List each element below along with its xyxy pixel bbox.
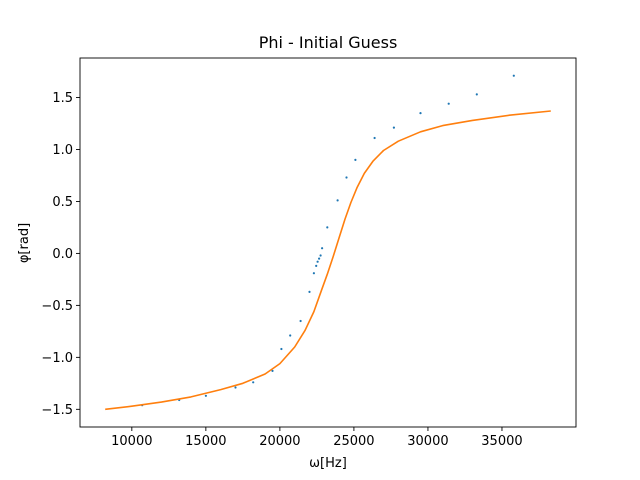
data-point-12 [316,260,319,263]
y-tick-label-3: 0.0 [52,247,73,262]
data-point-10 [312,272,315,275]
y-axis-label: φ[rad] [17,223,32,263]
x-tick-label-2: 20000 [259,434,300,449]
y-tick-label-2: −0.5 [41,299,73,314]
data-point-25 [512,74,515,77]
x-tick-label-0: 10000 [111,434,152,449]
y-tick-label-1: −1.0 [41,351,73,366]
data-point-9 [308,290,311,293]
data-point-21 [392,126,395,129]
y-tick-label-0: −1.5 [41,403,73,418]
data-point-20 [373,136,376,140]
series-line-1 [105,110,551,411]
data-point-22 [419,112,422,115]
data-point-23 [447,102,450,105]
axes-frame [79,57,577,428]
data-point-24 [475,93,478,96]
x-axis-label: ω[Hz] [309,456,347,471]
x-tick-label-5: 35000 [481,434,522,449]
data-point-17 [336,199,339,202]
data-point-13 [318,257,321,260]
data-point-14 [319,254,322,257]
data-point-19 [354,158,357,161]
data-point-11 [315,264,318,267]
data-point-6 [280,347,283,351]
data-point-8 [299,319,302,323]
plot-area: 10000 15000 20000 25000 30000 35000 −1.5 −1.0 −0… [41,57,577,449]
data-point-15 [321,247,324,250]
data-point-4 [252,381,255,384]
y-tick-label-5: 1.0 [52,143,73,158]
data-point-5 [271,369,274,372]
y-tick-label-6: 1.5 [52,91,73,106]
data-point-18 [345,176,348,179]
x-tick-label-3: 25000 [333,434,374,449]
chart-title: Phi - Initial Guess [259,33,398,52]
data-point-7 [289,334,292,337]
x-tick-label-4: 30000 [407,434,448,449]
data-point-2 [204,394,207,397]
x-tick-label-1: 15000 [185,434,226,449]
data-point-16 [326,226,329,229]
y-tick-label-4: 0.5 [52,195,73,210]
data-point-3 [234,386,237,389]
